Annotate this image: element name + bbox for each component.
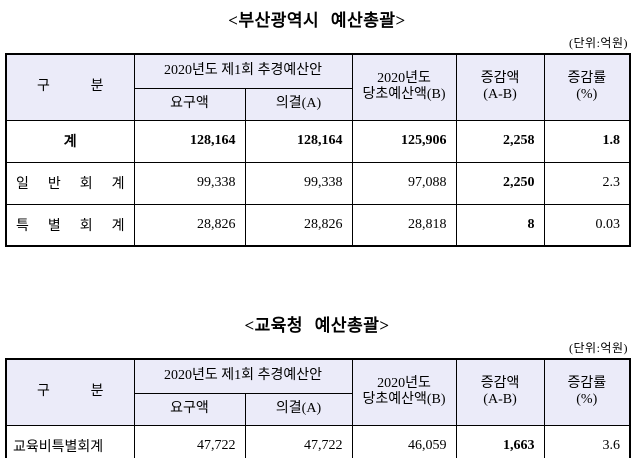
busan-budget-table: 구 분 2020년도 제1회 추경예산안 2020년도 당초예산액(B) 증감액… (5, 53, 632, 247)
header-original-line1: 2020년도 (377, 376, 431, 392)
cell-change: 2,250 (455, 161, 545, 205)
education-budget-table: 구 분 2020년도 제1회 추경예산안 2020년도 당초예산액(B) 증감액… (5, 358, 632, 458)
header-change-line2: (A-B) (483, 392, 517, 408)
header-rate-line1: 증감률 (567, 71, 607, 87)
header-resolved: 의결(A) (244, 87, 353, 121)
header-supplementary-group: 2020년도 제1회 추경예산안 (133, 358, 353, 394)
cell-rate: 3.6 (543, 424, 631, 458)
header-requested: 요구액 (133, 87, 246, 121)
table-row-total: 계 128,164 128,164 125,906 2,258 1.8 (5, 119, 631, 163)
cell-rate: 1.8 (543, 119, 631, 163)
header-row-2: 요구액 의결(A) (6, 87, 630, 121)
header-original-budget: 2020년도 당초예산액(B) (351, 53, 457, 121)
cell-original: 97,088 (351, 161, 457, 205)
row-label: 특 별 회 계 (5, 203, 135, 247)
header-original-line2: 당초예산액(B) (362, 87, 446, 103)
header-original-budget: 2020년도 당초예산액(B) (351, 358, 457, 426)
table-row-special-account: 특 별 회 계 28,826 28,826 28,818 8 0.03 (5, 203, 631, 247)
cell-resolved: 128,164 (244, 119, 353, 163)
cell-change: 1,663 (455, 424, 545, 458)
cell-resolved: 99,338 (244, 161, 353, 205)
header-change-amount: 증감액 (A-B) (455, 358, 545, 426)
table-row-education-special-account: 교육비특별회계 47,722 47,722 46,059 1,663 3.6 (5, 424, 631, 458)
header-requested: 요구액 (133, 392, 246, 426)
cell-requested: 47,722 (133, 424, 246, 458)
header-category: 구 분 (5, 53, 135, 121)
row-label: 계 (5, 119, 135, 163)
cell-rate: 0.03 (543, 203, 631, 247)
header-change-amount: 증감액 (A-B) (455, 53, 545, 121)
row-label: 일 반 회 계 (5, 161, 135, 205)
header-original-line1: 2020년도 (377, 71, 431, 87)
header-row-1: 구 분 2020년도 제1회 추경예산안 2020년도 당초예산액(B) 증감액… (5, 358, 631, 426)
busan-table-title: <부산광역시 예산총괄> (228, 11, 406, 30)
cell-original: 125,906 (351, 119, 457, 163)
header-change-line1: 증감액 (480, 71, 520, 87)
cell-change: 2,258 (455, 119, 545, 163)
education-budget-section: <교육청 예산총괄> (단위:억원) 구 분 2020년도 제1회 추경예산안 … (5, 311, 632, 458)
header-change-line1: 증감액 (480, 376, 520, 392)
cell-requested: 28,826 (133, 203, 246, 247)
header-change-rate: 증감률 (%) (543, 358, 631, 426)
header-change-rate: 증감률 (%) (543, 53, 631, 121)
row-label: 교육비특별회계 (5, 424, 135, 458)
header-rate-line2: (%) (576, 392, 598, 408)
cell-original: 46,059 (351, 424, 457, 458)
busan-budget-section: <부산광역시 예산총괄> (단위:억원) 구 분 2020년도 제1회 추경예산… (5, 6, 632, 247)
table-row-general-account: 일 반 회 계 99,338 99,338 97,088 2,250 2.3 (5, 161, 631, 205)
cell-requested: 128,164 (133, 119, 246, 163)
header-resolved: 의결(A) (244, 392, 353, 426)
education-unit-label: (단위:억원) (569, 341, 628, 355)
header-rate-line1: 증감률 (567, 376, 607, 392)
busan-unit-label: (단위:억원) (569, 36, 628, 50)
header-row-1: 구 분 2020년도 제1회 추경예산안 2020년도 당초예산액(B) 증감액… (5, 53, 631, 121)
cell-requested: 99,338 (133, 161, 246, 205)
header-supplementary-group: 2020년도 제1회 추경예산안 (133, 53, 353, 89)
cell-change: 8 (455, 203, 545, 247)
cell-resolved: 47,722 (244, 424, 353, 458)
education-table-title: <교육청 예산총괄> (244, 316, 390, 335)
header-change-line2: (A-B) (483, 87, 517, 103)
header-category: 구 분 (5, 358, 135, 426)
cell-rate: 2.3 (543, 161, 631, 205)
cell-resolved: 28,826 (244, 203, 353, 247)
cell-original: 28,818 (351, 203, 457, 247)
header-rate-line2: (%) (576, 87, 598, 103)
header-original-line2: 당초예산액(B) (362, 392, 446, 408)
